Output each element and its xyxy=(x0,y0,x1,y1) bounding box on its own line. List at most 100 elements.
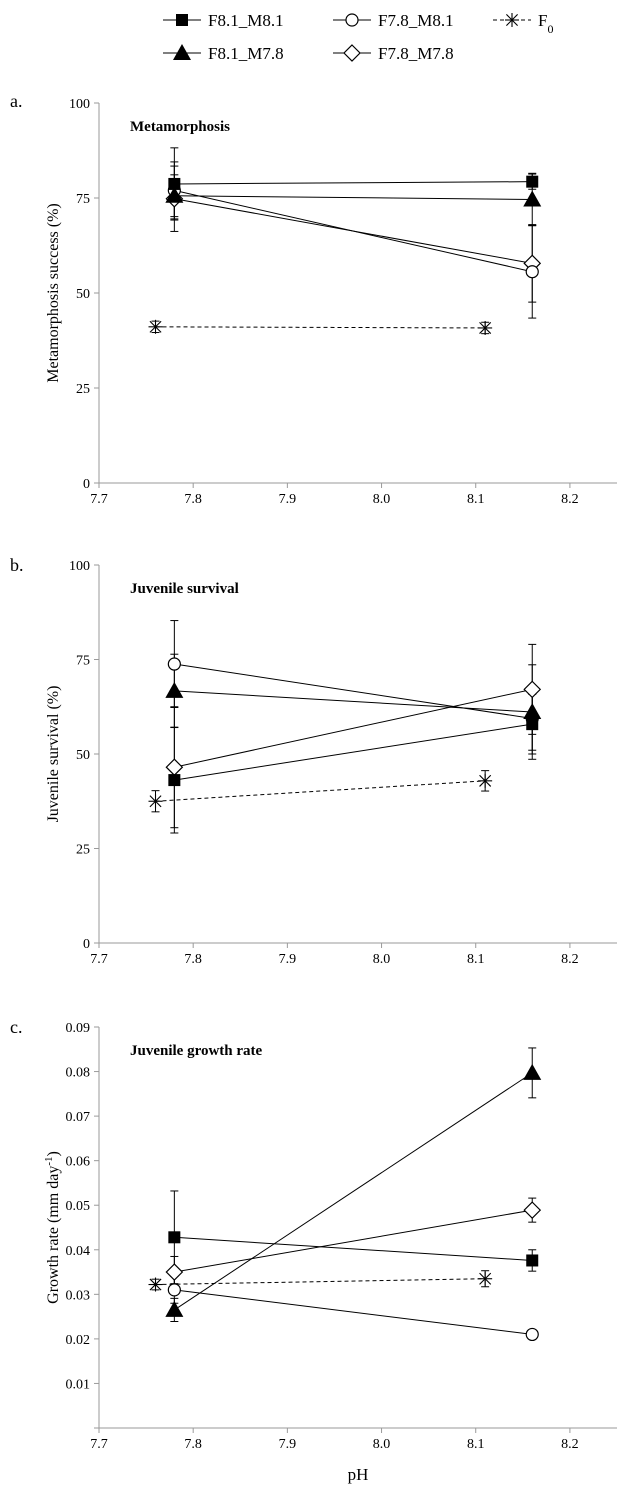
panel-a: 0 25 50 75 100 7.7 7.8 7.9 8.0 8.1 8.2 a. Metamorpho… xyxy=(10,91,617,507)
data-point xyxy=(148,319,163,334)
series-line xyxy=(174,690,533,713)
y-tick-label: 0.06 xyxy=(66,1155,91,1170)
asterisk-stroke xyxy=(149,320,162,333)
x-tick-label: 8.0 xyxy=(373,492,391,507)
legend-label-text: F8.1_M8.1 xyxy=(208,11,284,30)
data-point xyxy=(165,681,184,698)
y-axis-label: Growth rate (mm day-1) xyxy=(43,1151,62,1304)
data-point xyxy=(525,265,539,279)
panel-letter: c. xyxy=(10,1017,23,1037)
data-point xyxy=(167,657,181,671)
series-line xyxy=(174,181,533,185)
y-tick-label: 50 xyxy=(76,748,90,763)
data-point xyxy=(523,190,542,207)
data-point xyxy=(523,680,542,699)
data-point xyxy=(525,1327,539,1342)
y-axis-label: Metamorphosis success (%) xyxy=(45,203,62,383)
x-tick-label: 7.7 xyxy=(90,952,108,967)
x-tick-label: 8.1 xyxy=(467,1437,485,1452)
legend-item: F7.8_M7.8 xyxy=(333,44,454,63)
legend-label-text: F8.1_M7.8 xyxy=(208,44,284,63)
series-line xyxy=(174,1289,533,1335)
series-line xyxy=(155,780,486,802)
series-line xyxy=(174,663,533,719)
asterisk-stroke xyxy=(149,1278,162,1291)
panel-c: 0.01 0.02 0.03 0.04 0.05 0.06 0.07 0.08 0.09 7.7 7… xyxy=(10,1017,617,1452)
legend-item: F7.8_M8.1 xyxy=(333,11,454,30)
y-tick-label: 0 xyxy=(83,937,90,952)
legend-label-text: F7.8_M7.8 xyxy=(378,44,454,63)
data-point xyxy=(526,175,539,188)
series-line xyxy=(174,1236,533,1261)
legend-label-text: F7.8_M8.1 xyxy=(378,11,454,30)
y-tick-label: 0.01 xyxy=(66,1377,91,1392)
legend: F8.1_M8.1 F7.8_M8.1 F0 F8.1_M7.8 F7.8_M7.8 xyxy=(163,11,553,63)
series-line xyxy=(174,198,533,264)
series-line xyxy=(174,723,533,781)
panel-title: Juvenile survival xyxy=(130,581,239,597)
data-point xyxy=(523,1201,542,1219)
y-tick-label: 100 xyxy=(69,97,90,112)
asterisk-stroke xyxy=(479,1272,492,1285)
data-point xyxy=(165,758,184,777)
legend-label: F7.8_M7.8 xyxy=(378,44,454,63)
x-tick-label: 7.8 xyxy=(184,952,202,967)
series-line xyxy=(155,1278,486,1286)
legend-label: F7.8_M8.1 xyxy=(378,11,454,30)
panel-letter: b. xyxy=(10,555,24,575)
y-tick-label: 25 xyxy=(76,843,90,858)
panel-title: Juvenile growth rate xyxy=(130,1043,263,1059)
x-tick-label: 7.7 xyxy=(90,1437,108,1452)
x-tick-label: 8.2 xyxy=(561,1437,579,1452)
data-point xyxy=(478,1271,493,1286)
data-point xyxy=(165,186,184,203)
panel-title: Metamorphosis xyxy=(130,119,230,135)
y-axis-label-text: Growth rate (mm day xyxy=(45,1166,62,1304)
y-tick-label: 50 xyxy=(76,287,90,302)
x-tick-label: 8.0 xyxy=(373,1437,391,1452)
data-point xyxy=(165,1300,184,1317)
panel-b: 0 25 50 75 100 7.7 7.8 7.9 8.0 8.1 8.2 b. Juvenile s… xyxy=(10,555,617,967)
x-tick-label: 7.9 xyxy=(279,1437,297,1452)
data-point xyxy=(148,1277,163,1292)
data-point xyxy=(526,718,539,731)
x-tick-label: 7.7 xyxy=(90,492,108,507)
data-point xyxy=(526,1254,539,1267)
y-axis-label-text: Juvenile survival (%) xyxy=(45,686,62,823)
y-tick-label: 0.07 xyxy=(66,1110,91,1125)
legend-label: F8.1_M7.8 xyxy=(208,44,284,63)
y-tick-label: 75 xyxy=(76,192,90,207)
series-line xyxy=(174,688,533,768)
y-tick-label: 0.05 xyxy=(66,1199,91,1214)
x-tick-label: 8.2 xyxy=(561,492,579,507)
legend-label-text: F xyxy=(538,11,547,30)
y-tick-label: 0.09 xyxy=(66,1021,91,1036)
series-line xyxy=(174,1072,533,1311)
x-tick-label: 7.9 xyxy=(279,952,297,967)
x-tick-label: 7.9 xyxy=(279,492,297,507)
series-line xyxy=(174,1209,533,1273)
y-tick-label: 0.03 xyxy=(66,1288,91,1303)
series-group xyxy=(148,620,542,834)
panel-letter: a. xyxy=(10,91,23,111)
x-tick-label: 8.1 xyxy=(467,952,485,967)
series-group xyxy=(148,147,542,335)
y-tick-label: 25 xyxy=(76,382,90,397)
asterisk-stroke xyxy=(506,14,518,26)
x-tick-label: 7.8 xyxy=(184,492,202,507)
y-axis-label-text: Metamorphosis success (%) xyxy=(45,203,62,383)
data-point xyxy=(168,177,181,190)
legend-item: F8.1_M7.8 xyxy=(163,44,284,63)
data-point xyxy=(148,794,163,809)
data-point xyxy=(523,1063,542,1080)
y-tick-label: 0.02 xyxy=(66,1333,91,1348)
data-point xyxy=(478,320,493,335)
y-tick-label: 0.08 xyxy=(66,1066,91,1081)
y-axis-label-superscript: -1 xyxy=(43,1156,55,1165)
y-tick-label: 75 xyxy=(76,654,90,669)
data-point xyxy=(523,703,542,720)
y-tick-label: 0 xyxy=(83,477,90,492)
legend-label: F0 xyxy=(538,11,553,36)
series-group xyxy=(148,1047,542,1342)
